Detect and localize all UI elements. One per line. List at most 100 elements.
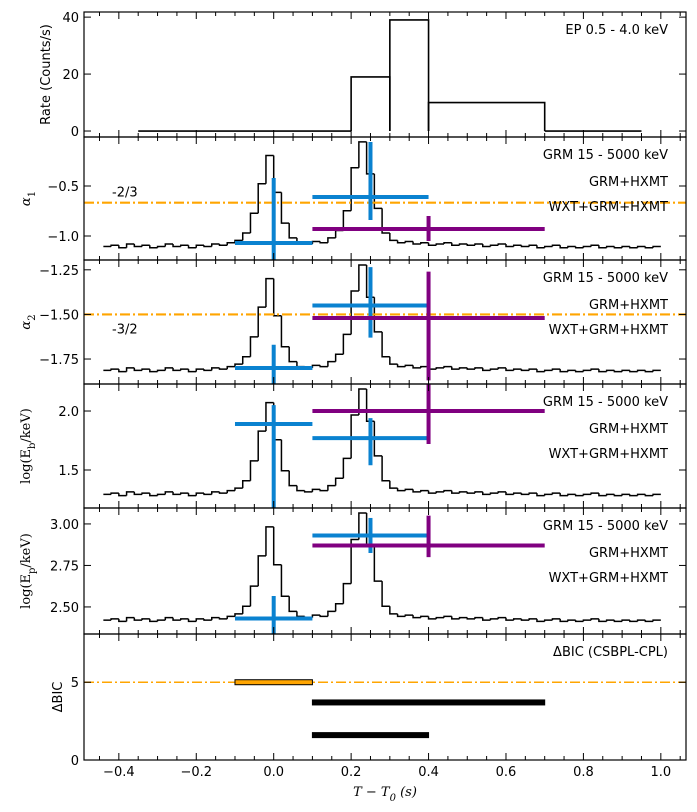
light-curve-step	[381, 208, 390, 234]
light-curve-step	[567, 493, 576, 496]
y-tick-label: 20	[62, 68, 79, 83]
light-curve-step	[505, 244, 514, 248]
light-curve-step	[226, 365, 235, 370]
light-curve-step	[358, 512, 367, 540]
light-curve-step	[241, 605, 251, 614]
light-curve-step	[505, 617, 514, 621]
light-curve-step	[443, 242, 452, 245]
light-curve-step	[582, 619, 592, 622]
y-tick-label: 0	[71, 125, 79, 140]
y-tick-label: 2.0	[58, 405, 79, 420]
x-tick-label: 0.6	[496, 765, 517, 780]
light-curve-step	[482, 491, 491, 496]
light-curve-step	[466, 617, 476, 620]
x-tick-label: 1.0	[650, 765, 671, 780]
light-curve-step	[288, 470, 297, 487]
light-curve-step	[265, 401, 274, 432]
y-axis-label: α2	[19, 314, 38, 329]
light-curve-step	[466, 244, 476, 246]
light-curve-step	[536, 618, 545, 623]
light-curve-step	[512, 244, 522, 247]
light-curve-step	[373, 545, 383, 582]
light-curve-step	[482, 367, 491, 372]
light-curve-step	[512, 368, 522, 371]
light-curve-step	[249, 336, 259, 357]
label-part: α	[19, 197, 34, 206]
light-curve-step	[257, 555, 266, 587]
x-tick-label: 0.0	[263, 765, 284, 780]
light-curve-step	[133, 244, 143, 248]
light-curve-step	[180, 368, 189, 371]
panel-label: GRM 15 - 5000 keV	[543, 519, 668, 534]
light-curve-step	[404, 240, 414, 243]
light-curve-step	[497, 367, 506, 370]
light-curve-step	[567, 619, 576, 622]
light-curve-step	[412, 365, 421, 369]
light-curve-step	[559, 369, 568, 373]
label-part: log(E	[19, 449, 34, 484]
light-curve-step	[296, 611, 305, 618]
light-curve-step	[211, 491, 220, 495]
light-curve-step	[342, 333, 352, 355]
panel-label: ΔBIC (CSBPL-CPL)	[553, 645, 668, 660]
light-curve-step	[567, 369, 576, 372]
light-curve-step	[180, 618, 189, 621]
y-tick-label: −1.75	[39, 353, 79, 368]
x-tick-label: −0.2	[180, 765, 212, 780]
light-curve-step	[605, 493, 615, 496]
light-curve-step	[358, 141, 367, 168]
panel-label: GRM 15 - 5000 keV	[543, 271, 668, 286]
light-curve-step	[149, 245, 158, 249]
light-curve-step	[474, 243, 483, 246]
light-curve-step	[358, 264, 367, 291]
light-curve-step	[435, 367, 445, 370]
light-curve-step	[644, 620, 654, 623]
light-curve-step	[156, 245, 166, 248]
light-curve-step	[280, 192, 290, 224]
light-curve-step	[327, 610, 336, 617]
light-curve-step	[528, 618, 537, 621]
light-curve-step	[489, 368, 499, 371]
light-curve-step	[327, 237, 336, 243]
light-curve-step	[396, 364, 406, 368]
legend-entry: GRM+HXMT	[589, 422, 668, 437]
light-curve-step	[412, 489, 421, 493]
label-part: 0	[390, 793, 397, 804]
x-axis-label: T − T0 (s)	[353, 785, 417, 804]
light-curve-step	[497, 616, 506, 619]
light-curve-step	[288, 596, 297, 613]
light-curve-step	[536, 245, 545, 249]
light-curve-step	[443, 365, 452, 368]
y-tick-label: −1.50	[39, 308, 79, 323]
light-curve-step	[280, 439, 290, 472]
label-part: p	[27, 568, 38, 574]
light-curve-step	[389, 232, 398, 242]
light-curve-step	[613, 494, 623, 497]
light-curve-step	[125, 243, 135, 248]
light-curve-step	[203, 618, 212, 621]
light-curve-step	[288, 223, 297, 239]
light-curve-step	[319, 489, 328, 492]
light-curve-step	[195, 492, 205, 496]
light-curve-step	[636, 493, 646, 496]
light-curve-step	[543, 493, 553, 496]
light-curve-step	[489, 244, 499, 247]
light-curve-step	[644, 246, 654, 249]
light-curve-step	[605, 245, 615, 248]
light-curve-step	[257, 182, 266, 214]
light-curve-step	[257, 306, 266, 337]
light-curve-step	[482, 244, 491, 248]
light-curve-step	[598, 493, 607, 497]
light-curve-step	[598, 618, 607, 623]
light-curve-step	[373, 421, 383, 457]
light-curve-step	[226, 489, 235, 494]
light-curve-step	[334, 603, 344, 612]
light-curve-step	[141, 618, 150, 621]
histogram-bin	[427, 101, 546, 132]
light-curve-step	[621, 619, 630, 622]
light-curve-step	[149, 369, 158, 373]
light-curve-step	[218, 617, 228, 620]
light-curve-step	[342, 210, 352, 231]
light-curve-step	[365, 388, 375, 422]
plot-area	[103, 512, 661, 634]
